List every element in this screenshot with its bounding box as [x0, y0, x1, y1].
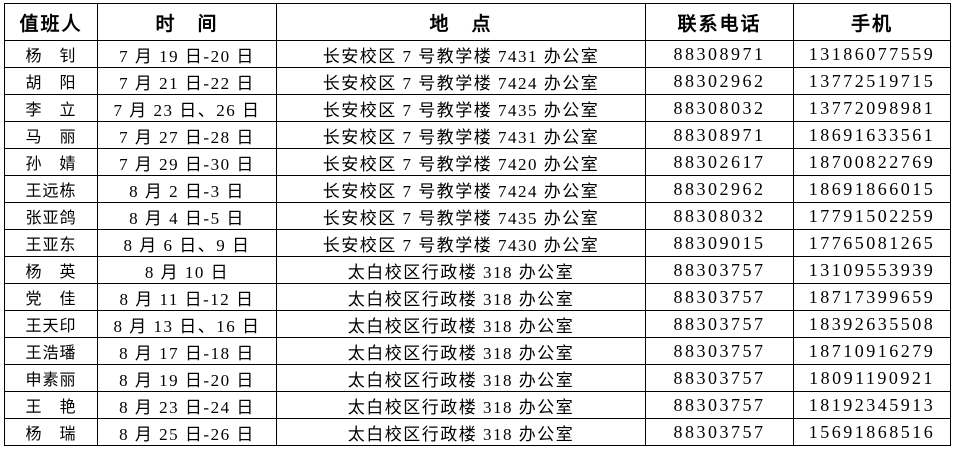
cell-time: 7 月 29 日-30 日: [97, 148, 277, 176]
cell-name: 杨 瑞: [4, 418, 98, 446]
cell-mobile: 17765081265: [793, 229, 951, 257]
cell-phone: 88303757: [645, 283, 794, 311]
table-row: 王亚东 8 月 6 日、9 日长安校区 7 号教学楼 7430 办公室 883090…: [4, 229, 951, 257]
cell-phone: 88303757: [645, 364, 794, 392]
cell-phone: 88309015: [645, 229, 794, 257]
cell-phone: 88303757: [645, 418, 794, 446]
cell-mobile: 18717399659: [793, 283, 951, 311]
cell-mobile: 17791502259: [793, 202, 951, 230]
cell-phone: 88303757: [645, 391, 794, 419]
cell-location: 长安校区 7 号教学楼 7424 办公室: [276, 175, 646, 203]
cell-mobile: 18691866015: [793, 175, 951, 203]
cell-time: 8 月 17 日-18 日: [97, 337, 277, 365]
cell-phone: 88308032: [645, 202, 794, 230]
cell-name: 王浩璠: [4, 337, 98, 365]
cell-time: 8 月 11 日-12 日: [97, 283, 277, 311]
cell-time: 8 月 10 日: [97, 256, 277, 284]
cell-time: 8 月 23 日-24 日: [97, 391, 277, 419]
cell-mobile: 15691868516: [793, 418, 951, 446]
cell-time: 8 月 6 日、9 日: [97, 229, 277, 257]
cell-name: 马 丽: [4, 121, 98, 149]
cell-phone: 88303757: [645, 310, 794, 338]
cell-time: 8 月 13 日、16 日: [97, 310, 277, 338]
cell-phone: 88308971: [645, 121, 794, 149]
cell-phone: 88302962: [645, 67, 794, 95]
cell-mobile: 13186077559: [793, 40, 951, 68]
table-row: 王远栋 8 月 2 日-3 日长安校区 7 号教学楼 7424 办公室 883029…: [4, 175, 951, 203]
cell-name: 党 佳: [4, 283, 98, 311]
cell-time: 7 月 21 日-22 日: [97, 67, 277, 95]
table-row: 张亚鸽 8 月 4 日-5 日长安校区 7 号教学楼 7435 办公室 883080…: [4, 202, 951, 230]
cell-name: 王 艳: [4, 391, 98, 419]
table-row: 申素丽 8 月 19 日-20 日太白校区行政楼 318 办公室 88303757 1…: [4, 364, 951, 392]
cell-phone: 88303757: [645, 256, 794, 284]
cell-name: 王亚东: [4, 229, 98, 257]
cell-phone: 88308971: [645, 40, 794, 68]
cell-name: 杨 钊: [4, 40, 98, 68]
cell-location: 太白校区行政楼 318 办公室: [276, 418, 646, 446]
cell-mobile: 18192345913: [793, 391, 951, 419]
cell-location: 太白校区行政楼 318 办公室: [276, 310, 646, 338]
header-time: 时 间: [97, 3, 277, 41]
cell-name: 申素丽: [4, 364, 98, 392]
cell-location: 长安校区 7 号教学楼 7424 办公室: [276, 67, 646, 95]
cell-location: 太白校区行政楼 318 办公室: [276, 364, 646, 392]
cell-phone: 88308032: [645, 94, 794, 122]
cell-name: 杨 英: [4, 256, 98, 284]
cell-time: 8 月 25 日-26 日: [97, 418, 277, 446]
cell-time: 7 月 27 日-28 日: [97, 121, 277, 149]
cell-phone: 88303757: [645, 337, 794, 365]
cell-location: 长安校区 7 号教学楼 7435 办公室: [276, 202, 646, 230]
cell-location: 长安校区 7 号教学楼 7431 办公室: [276, 121, 646, 149]
cell-name: 胡 阳: [4, 67, 98, 95]
cell-phone: 88302617: [645, 148, 794, 176]
header-row: 值班人 时 间 地 点 联系电话 手机: [4, 3, 951, 41]
cell-name: 王天印: [4, 310, 98, 338]
header-name: 值班人: [4, 3, 98, 41]
cell-mobile: 13109553939: [793, 256, 951, 284]
cell-time: 7 月 19 日-20 日: [97, 40, 277, 68]
header-location: 地 点: [276, 3, 646, 41]
cell-name: 孙 婧: [4, 148, 98, 176]
header-phone: 联系电话: [645, 3, 794, 41]
cell-mobile: 18691633561: [793, 121, 951, 149]
cell-location: 太白校区行政楼 318 办公室: [276, 256, 646, 284]
cell-name: 李 立: [4, 94, 98, 122]
cell-mobile: 13772519715: [793, 67, 951, 95]
cell-phone: 88302962: [645, 175, 794, 203]
header-mobile: 手机: [793, 3, 951, 41]
cell-time: 8 月 2 日-3 日: [97, 175, 277, 203]
cell-name: 王远栋: [4, 175, 98, 203]
cell-mobile: 18700822769: [793, 148, 951, 176]
cell-mobile: 13772098981: [793, 94, 951, 122]
cell-location: 长安校区 7 号教学楼 7435 办公室: [276, 94, 646, 122]
cell-mobile: 18392635508: [793, 310, 951, 338]
cell-location: 太白校区行政楼 318 办公室: [276, 337, 646, 365]
cell-location: 长安校区 7 号教学楼 7420 办公室: [276, 148, 646, 176]
cell-mobile: 18091190921: [793, 364, 951, 392]
cell-location: 长安校区 7 号教学楼 7431 办公室: [276, 40, 646, 68]
cell-location: 长安校区 7 号教学楼 7430 办公室: [276, 229, 646, 257]
table-row: 王浩璠 8 月 17 日-18 日太白校区行政楼 318 办公室 88303757 1…: [4, 337, 951, 365]
cell-time: 8 月 4 日-5 日: [97, 202, 277, 230]
cell-time: 7 月 23 日、26 日: [97, 94, 277, 122]
cell-mobile: 18710916279: [793, 337, 951, 365]
table-row: 王天印 8 月 13 日、16 日太白校区行政楼 318 办公室 88303757 1…: [4, 310, 951, 338]
cell-time: 8 月 19 日-20 日: [97, 364, 277, 392]
cell-location: 太白校区行政楼 318 办公室: [276, 283, 646, 311]
cell-name: 张亚鸽: [4, 202, 98, 230]
cell-location: 太白校区行政楼 318 办公室: [276, 391, 646, 419]
